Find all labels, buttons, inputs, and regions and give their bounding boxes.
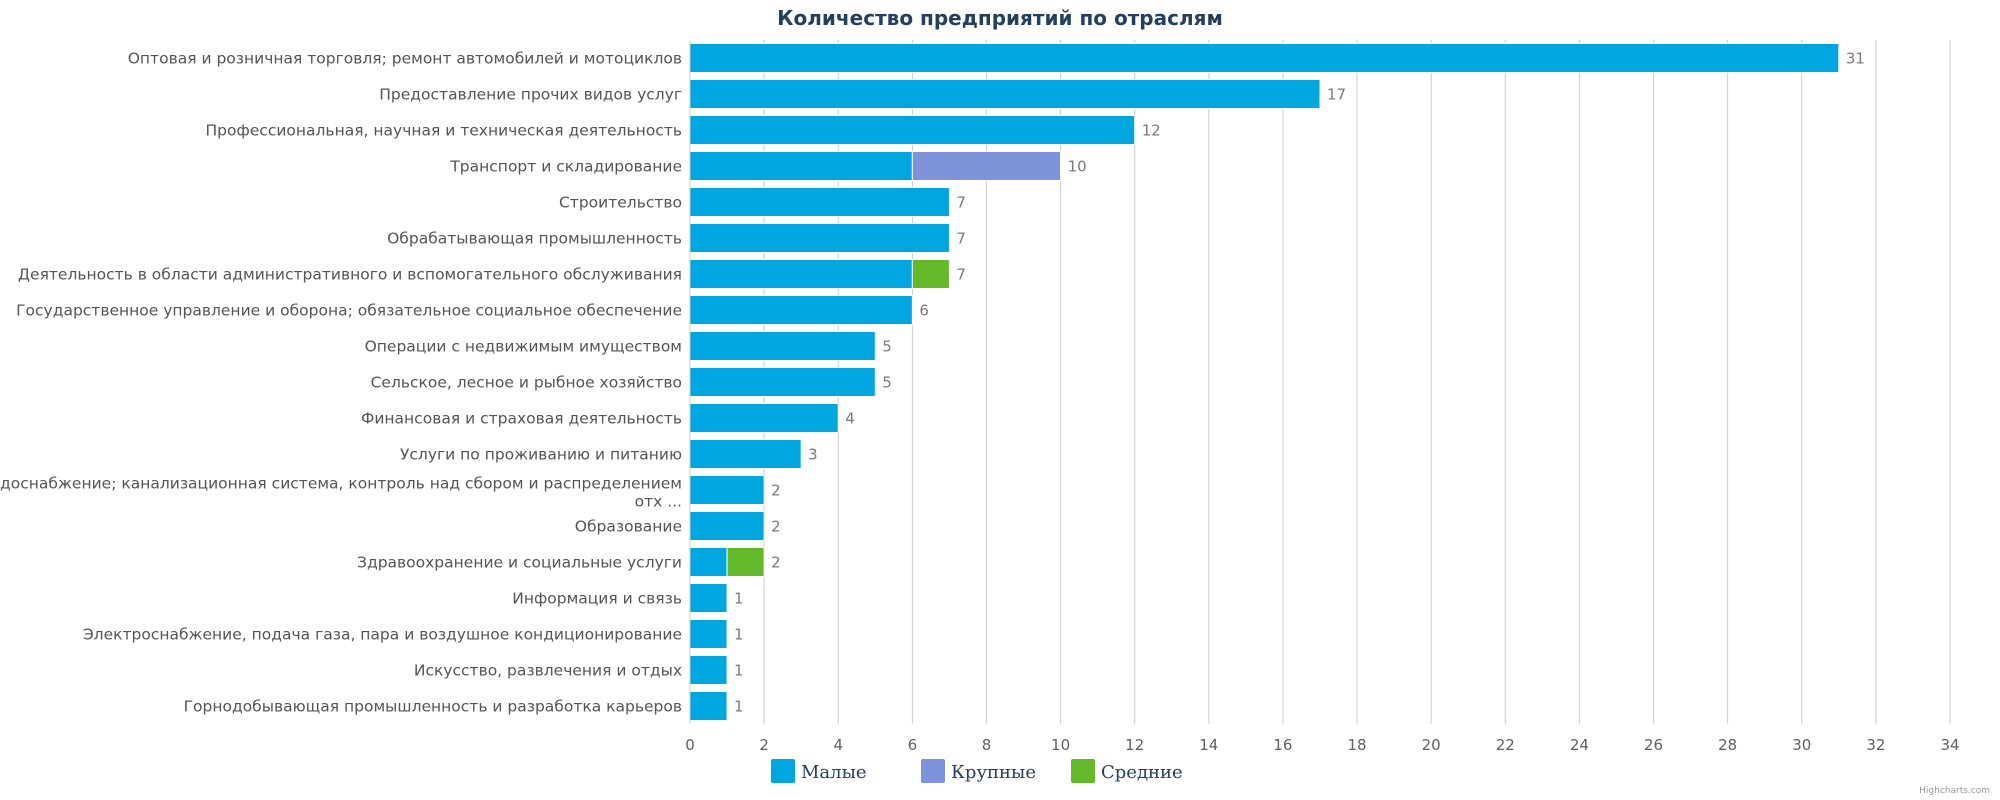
legend-item-label[interactable]: Крупные (951, 762, 1036, 783)
legend-item-label[interactable]: Средние (1101, 762, 1183, 783)
x-tick-label: 6 (908, 736, 918, 754)
category-label: Здравоохранение и социальные услуги (357, 554, 682, 572)
x-tick-label: 14 (1199, 736, 1218, 754)
data-label: 2 (771, 518, 781, 536)
category-label: Искусство, развлечения и отдых (414, 662, 682, 680)
category-label: Информация и связь (512, 590, 682, 608)
category-label: Предоставление прочих видов услуг (379, 86, 682, 104)
bar (689, 547, 728, 577)
category-label: Государственное управление и оборона; об… (16, 302, 682, 320)
bar (726, 547, 765, 577)
bar (689, 655, 728, 685)
data-label: 3 (808, 446, 818, 464)
x-tick-label: 2 (759, 736, 769, 754)
category-label: Образование (575, 518, 682, 536)
data-label: 5 (882, 338, 892, 356)
x-tick-label: 10 (1051, 736, 1070, 754)
data-label: 1 (734, 590, 744, 608)
x-tick-label: 26 (1644, 736, 1663, 754)
bar (689, 403, 839, 433)
category-label: Строительство (559, 194, 682, 212)
x-tick-label: 22 (1496, 736, 1515, 754)
bar (689, 259, 913, 289)
bar (689, 223, 950, 253)
x-tick-label: 12 (1125, 736, 1144, 754)
data-label: 1 (734, 698, 744, 716)
x-tick-label: 18 (1348, 736, 1367, 754)
category-label: Электроснабжение, подача газа, пара и во… (83, 626, 682, 644)
bar (689, 295, 913, 325)
bar (689, 115, 1136, 145)
category-label: Финансовая и страховая деятельность (361, 410, 682, 428)
data-label: 10 (1068, 158, 1087, 176)
category-label: Профессиональная, научная и техническая … (206, 122, 682, 140)
data-label: 2 (771, 482, 781, 500)
bar (689, 43, 1840, 73)
category-label: Оптовая и розничная торговля; ремонт авт… (128, 50, 682, 68)
category-label-continuation: отх ... (635, 493, 682, 511)
category-label: Операции с недвижимым имуществом (365, 338, 682, 356)
bar (689, 475, 765, 505)
data-label: 2 (771, 554, 781, 572)
bar (689, 331, 876, 361)
legend-swatch[interactable] (921, 759, 945, 783)
bar (689, 583, 728, 613)
category-label: Деятельность в области административного… (18, 266, 682, 284)
bar (689, 691, 728, 721)
x-tick-label: 8 (982, 736, 992, 754)
legend-swatch[interactable] (1071, 759, 1095, 783)
bar (911, 259, 950, 289)
chart-title: Количество предприятий по отраслям (777, 6, 1223, 30)
bar (689, 187, 950, 217)
credits-link[interactable]: Highcharts.com (1919, 786, 1990, 796)
category-label: Транспорт и складирование (449, 158, 682, 176)
bar (689, 151, 913, 181)
data-label: 5 (882, 374, 892, 392)
x-tick-label: 32 (1866, 736, 1885, 754)
bar (689, 439, 802, 469)
data-label: 31 (1846, 50, 1865, 68)
data-label: 1 (734, 626, 744, 644)
x-tick-label: 0 (685, 736, 695, 754)
bar (689, 367, 876, 397)
data-label: 1 (734, 662, 744, 680)
category-label: Сельское, лесное и рыбное хозяйство (371, 374, 682, 392)
data-label: 6 (919, 302, 929, 320)
legend-item-label[interactable]: Малые (801, 762, 867, 783)
category-label: Водоснабжение; канализационная система, … (0, 475, 682, 493)
category-label: Обрабатывающая промышленность (387, 230, 682, 248)
x-tick-label: 28 (1718, 736, 1737, 754)
legend-swatch[interactable] (771, 759, 795, 783)
data-label: 4 (845, 410, 855, 428)
data-label: 12 (1142, 122, 1161, 140)
data-label: 7 (956, 266, 966, 284)
bar (689, 619, 728, 649)
x-tick-label: 30 (1792, 736, 1811, 754)
x-tick-label: 24 (1570, 736, 1589, 754)
data-label: 7 (956, 194, 966, 212)
category-label: Горнодобывающая промышленность и разрабо… (184, 698, 682, 716)
x-tick-label: 4 (833, 736, 843, 754)
bar (689, 79, 1321, 109)
data-label: 17 (1327, 86, 1346, 104)
bar (911, 151, 1062, 181)
x-tick-label: 20 (1422, 736, 1441, 754)
category-label: Услуги по проживанию и питанию (400, 446, 682, 464)
bar (689, 511, 765, 541)
x-tick-label: 16 (1273, 736, 1292, 754)
data-label: 7 (956, 230, 966, 248)
x-tick-label: 34 (1940, 736, 1959, 754)
